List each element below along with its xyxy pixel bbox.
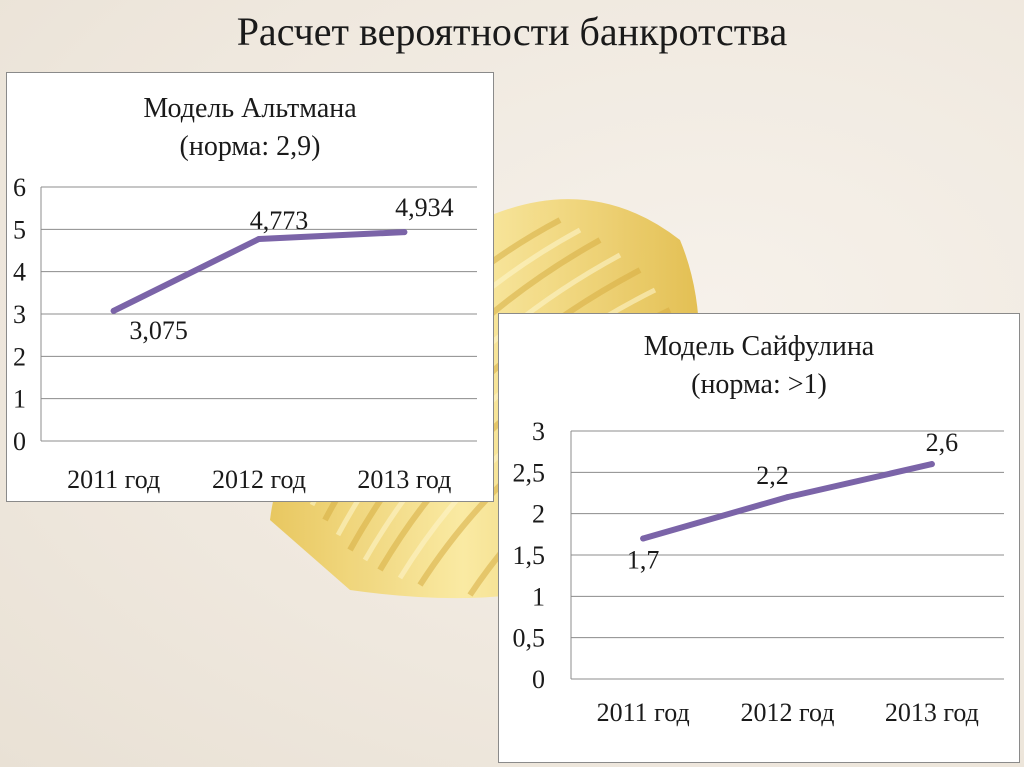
altman-y-tick-label: 0	[13, 427, 26, 456]
saif-x-tick-label: 2011 год	[597, 698, 690, 727]
altman-x-tick-label: 2013 год	[357, 465, 451, 494]
saif-data-point	[784, 494, 791, 501]
saif-x-tick-label: 2013 год	[885, 698, 979, 727]
saif-data-label: 1,7	[627, 545, 660, 574]
altman-y-tick-label: 4	[13, 258, 26, 287]
altman-data-point	[110, 307, 117, 314]
altman-data-label: 4,773	[250, 206, 309, 235]
saif-y-tick-label: 0	[532, 665, 545, 694]
altman-chart: Модель Альтмана (норма: 2,9) 0 1 2 3 4 5 6 201…	[13, 93, 477, 494]
saif-data-point	[928, 461, 935, 468]
altman-data-point	[256, 235, 262, 242]
altman-y-tick-label: 1	[13, 385, 26, 414]
saifulin-chart-panel: Модель Сайфулина (норма: >1) 0 0,5 1 1,5 2 2,…	[498, 313, 1020, 763]
altman-y-tick-label: 6	[13, 173, 26, 202]
saif-y-tick-label: 2,5	[513, 458, 546, 487]
altman-y-tick-label: 3	[13, 300, 26, 329]
altman-y-tick-label: 2	[13, 342, 26, 371]
saif-y-tick-label: 2	[532, 500, 545, 529]
altman-data-label: 4,934	[395, 193, 454, 222]
altman-chart-title: Модель Альтмана	[143, 93, 357, 124]
saifulin-chart-title: Модель Сайфулина	[644, 331, 875, 362]
altman-y-tick-label: 5	[13, 215, 26, 244]
saif-data-label: 2,6	[926, 428, 959, 457]
altman-x-tick-label: 2012 год	[212, 465, 306, 494]
altman-data-point	[401, 229, 408, 236]
slide-title: Расчет вероятности банкротства	[236, 9, 788, 54]
saifulin-chart-subtitle: (норма: >1)	[691, 369, 827, 400]
altman-chart-panel: Модель Альтмана (норма: 2,9) 0 1 2 3 4 5 6 201…	[6, 72, 494, 502]
altman-x-tick-label: 2011 год	[67, 465, 160, 494]
saif-x-tick-label: 2012 год	[741, 698, 835, 727]
saif-y-tick-label: 0,5	[513, 624, 546, 653]
saif-y-tick-label: 1	[532, 582, 545, 611]
saif-data-point	[640, 535, 647, 542]
saifulin-chart: Модель Сайфулина (норма: >1) 0 0,5 1 1,5 2 2,…	[513, 331, 1004, 727]
altman-chart-subtitle: (норма: 2,9)	[180, 131, 321, 162]
saif-y-tick-label: 3	[532, 417, 545, 446]
saif-data-label: 2,2	[756, 461, 789, 490]
saif-y-tick-label: 1,5	[513, 541, 546, 570]
altman-data-label: 3,075	[129, 316, 188, 345]
